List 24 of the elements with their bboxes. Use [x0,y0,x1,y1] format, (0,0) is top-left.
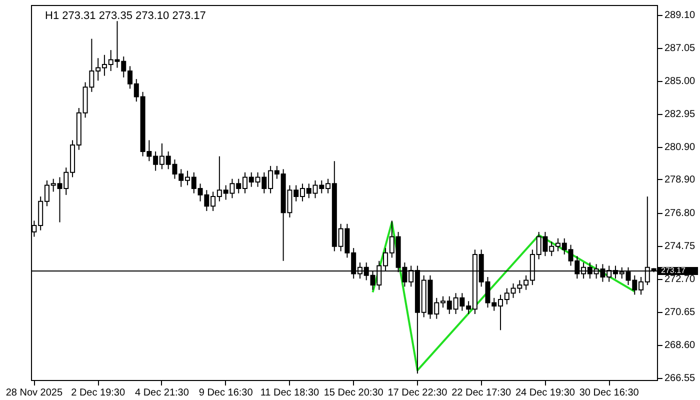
x-tick-label: 9 Dec 16:30 [198,388,254,398]
y-tick-label: 278.90 [664,174,696,186]
y-tick-label: 280.90 [664,142,696,154]
y-tick-label: 270.65 [664,307,696,318]
x-tick-label: 22 Dec 17:30 [452,388,512,398]
x-tick-label: 2 Dec 19:30 [71,388,126,398]
x-tick-label: 17 Dec 22:30 [388,388,448,398]
x-tick-label: 4 Dec 21:30 [134,388,190,398]
y-tick-label: 266.55 [664,373,696,384]
y-tick-label: 285.00 [664,76,696,88]
y-tick-label: 282.95 [664,109,696,120]
ref-line-label: 273.17 [661,266,686,276]
x-tick-label: 28 Nov 2025 [6,388,63,398]
y-tick-label: 276.80 [664,208,696,220]
x-tick-label: 11 Dec 18:30 [260,388,320,398]
y-tick-label: 274.75 [664,241,696,252]
x-tick-label: 15 Dec 20:30 [324,388,384,398]
y-tick-label: 289.10 [664,10,696,22]
y-tick-label: 268.60 [664,340,696,352]
y-tick-label: 272.70 [664,274,696,286]
y-tick-label: 287.05 [664,43,696,54]
chart-title: H1 273.31 273.35 273.10 273.17 [45,10,206,22]
x-tick-label: 24 Dec 19:30 [515,388,576,398]
x-tick-label: 30 Dec 16:30 [579,388,640,398]
